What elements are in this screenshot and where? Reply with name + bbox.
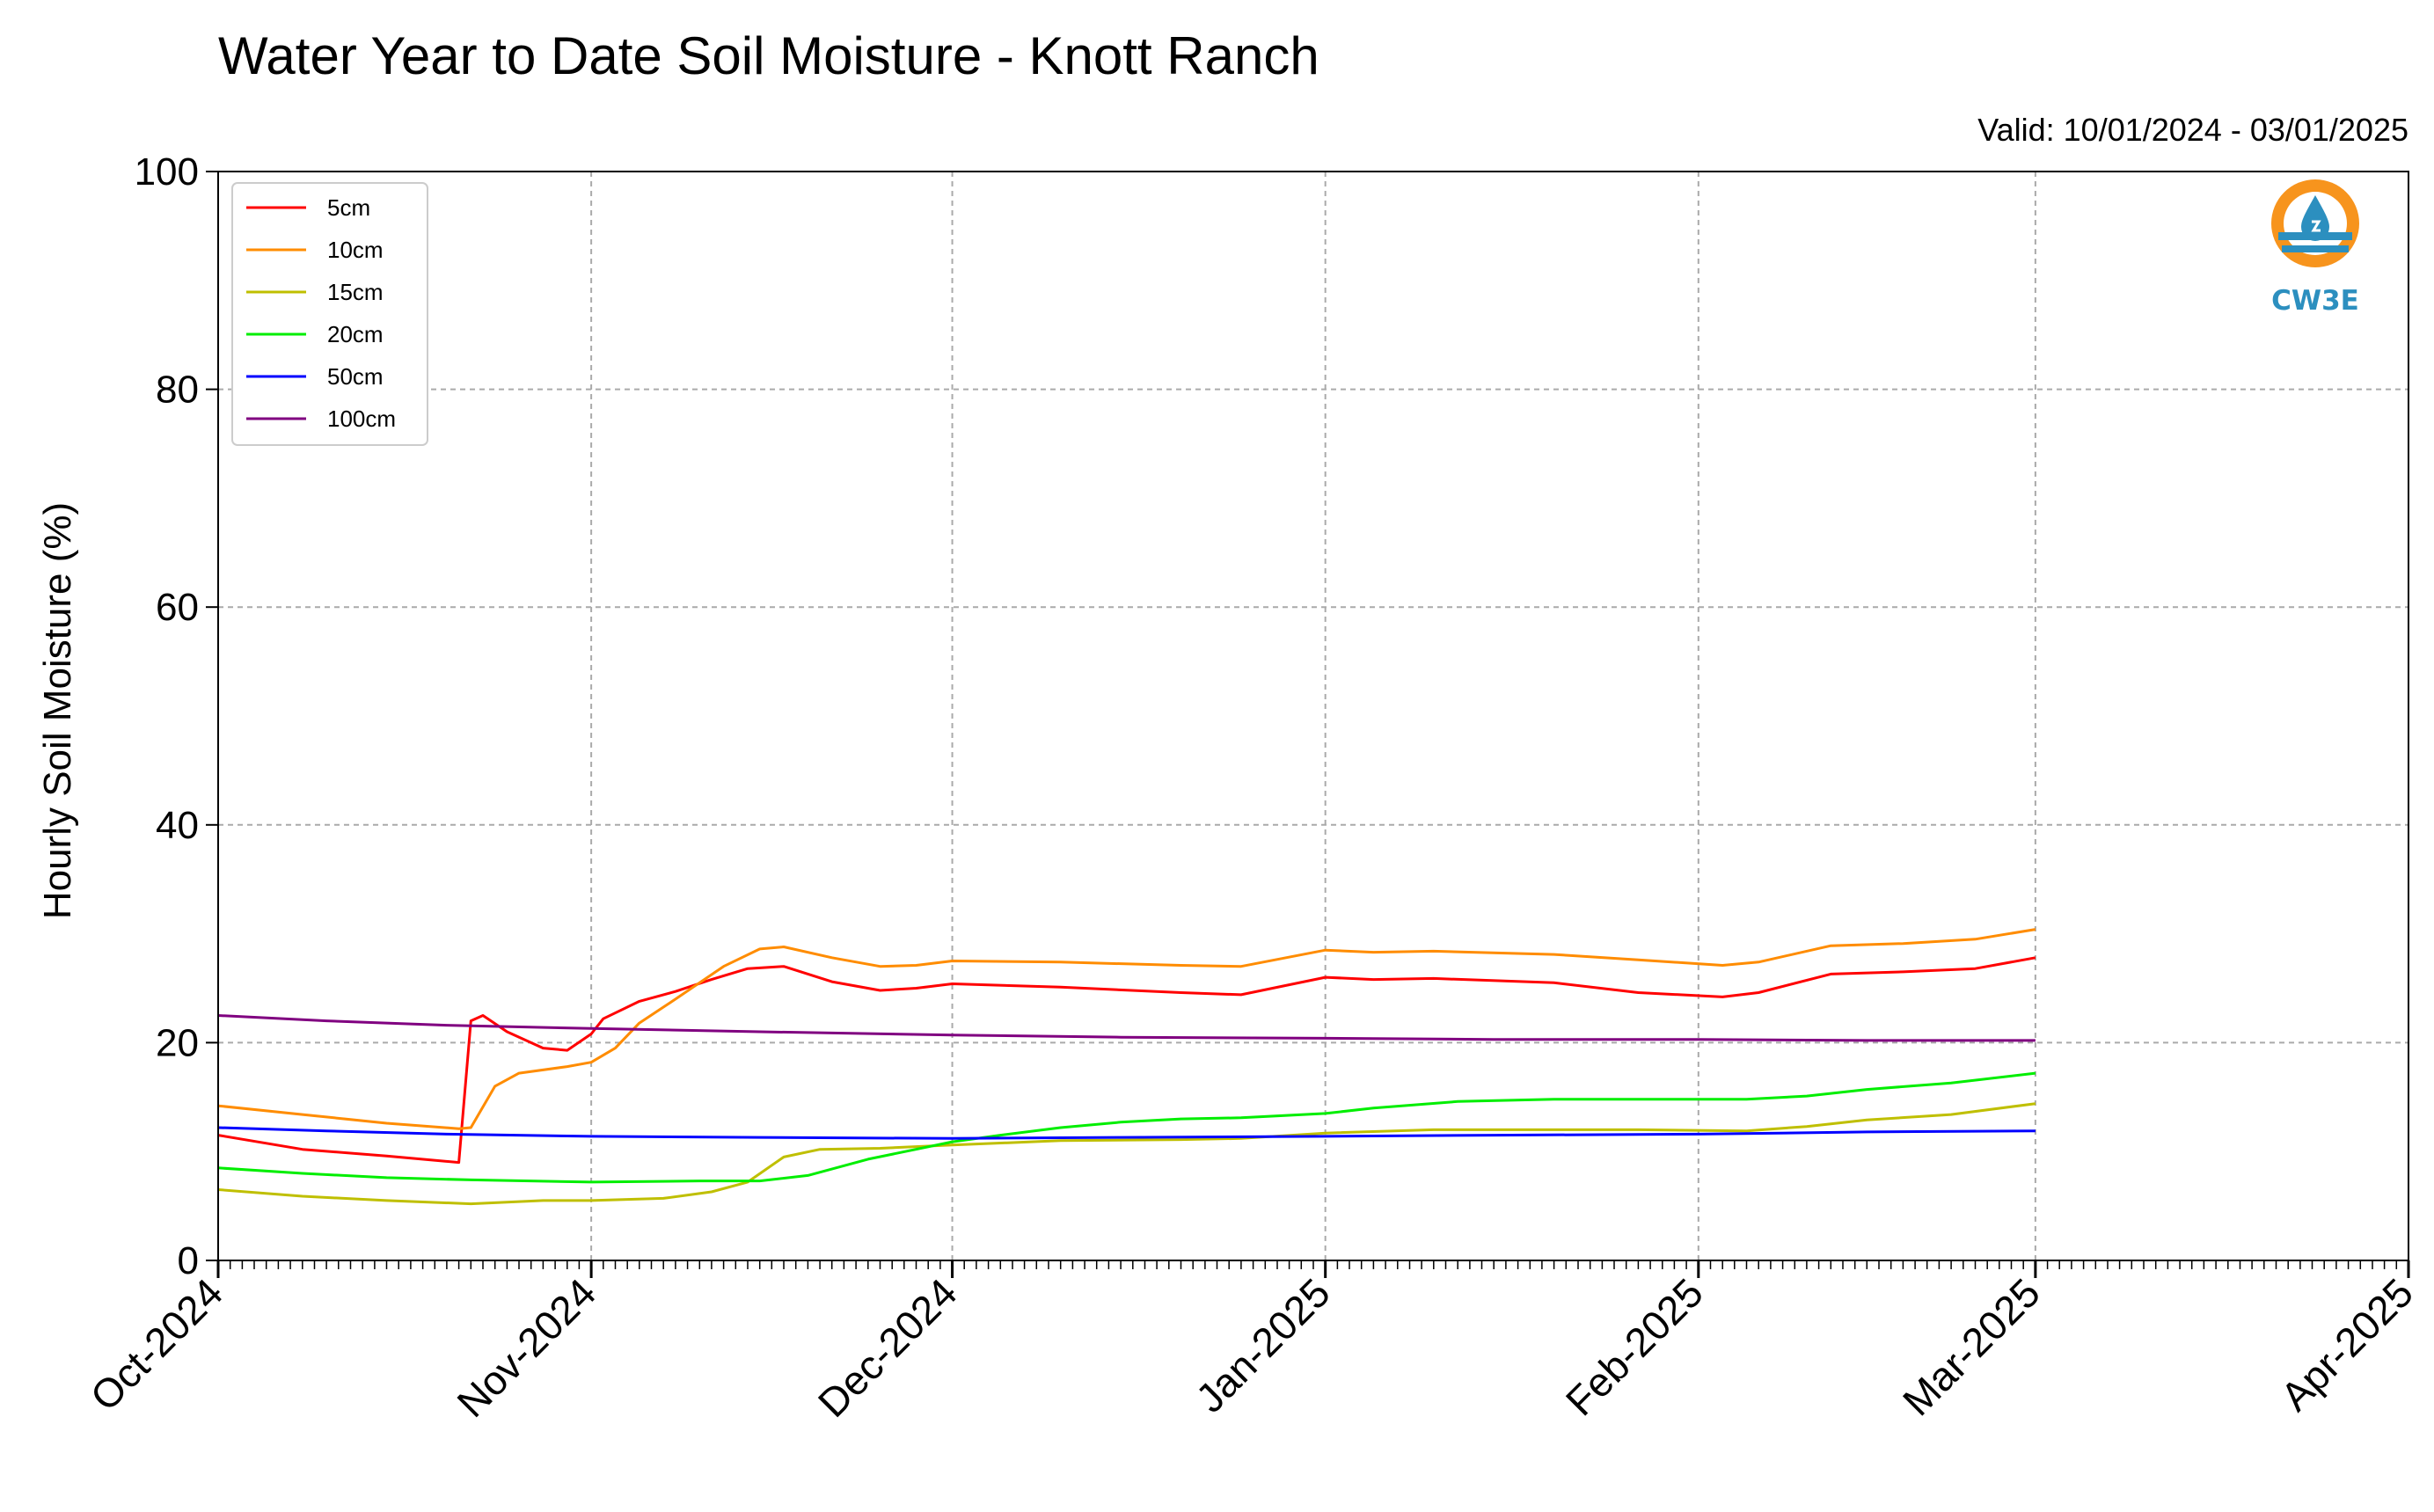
- legend-label-10cm: 10cm: [327, 237, 384, 263]
- legend-label-50cm: 50cm: [327, 363, 384, 390]
- plot-frame: [217, 171, 2409, 1261]
- legend-label-5cm: 5cm: [327, 194, 370, 221]
- series-line-20cm: [217, 1071, 2036, 1184]
- valid-date-range: Valid: 10/01/2024 - 03/01/2025: [1977, 112, 2408, 148]
- series-line-10cm: [217, 928, 2036, 1130]
- x-tick-label: Jan-2025: [1187, 1269, 1338, 1421]
- gridlines: [218, 172, 2408, 1260]
- y-tick-label: 0: [178, 1239, 199, 1282]
- axes: 0 20 40 60 80 100 Oct-2024 Nov-2024 Dec-2024 Jan-…: [82, 150, 2423, 1426]
- series-line-5cm: [217, 956, 2036, 1165]
- series-lines: [217, 928, 2036, 1206]
- x-tick-label: Nov-2024: [448, 1269, 604, 1426]
- y-tick-label: 40: [156, 804, 199, 847]
- x-tick-label: Feb-2025: [1557, 1269, 1712, 1424]
- x-tick-label: Apr-2025: [2271, 1269, 2422, 1420]
- x-minor-ticks: [217, 1260, 2409, 1269]
- logo-text: CW3E: [2271, 285, 2359, 317]
- y-tick-label: 100: [135, 150, 199, 194]
- chart-title: Water Year to Date Soil Moisture - Knott…: [218, 26, 1319, 85]
- legend-label-20cm: 20cm: [327, 321, 384, 347]
- legend-label-100cm: 100cm: [327, 405, 396, 432]
- cw3e-logo: CW3E: [2271, 179, 2359, 317]
- series-line-15cm: [217, 1102, 2036, 1206]
- y-tick-label: 20: [156, 1021, 199, 1064]
- x-tick-label: Dec-2024: [809, 1269, 966, 1426]
- y-axis-label: Hourly Soil Moisture (%): [36, 502, 79, 919]
- series-line-100cm: [217, 1014, 2036, 1042]
- legend: 5cm 10cm 15cm 20cm 50cm 100cm: [231, 182, 428, 446]
- y-tick-label: 80: [156, 369, 199, 412]
- logo-bolt: [2311, 220, 2321, 232]
- water-drop-logo-icon: [2301, 195, 2329, 241]
- logo-wave-2: [2282, 245, 2349, 252]
- x-tick-label: Mar-2025: [1894, 1269, 2049, 1424]
- series-line-50cm: [217, 1126, 2036, 1140]
- y-tick-label: 60: [156, 586, 199, 629]
- legend-label-15cm: 15cm: [327, 279, 384, 305]
- x-tick-label: Oct-2024: [82, 1269, 232, 1420]
